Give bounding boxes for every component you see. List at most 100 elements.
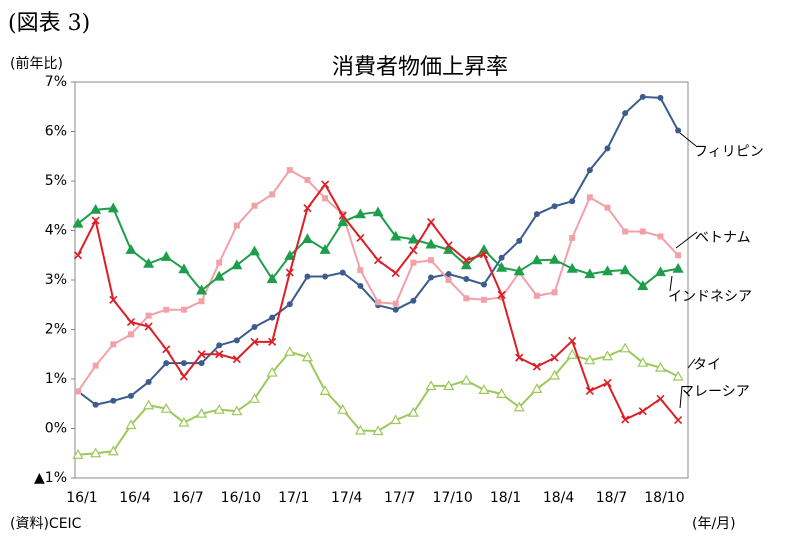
marker bbox=[196, 407, 208, 418]
marker bbox=[619, 342, 631, 353]
marker bbox=[462, 256, 471, 265]
marker bbox=[373, 256, 383, 265]
x-tick-label: 18/10 bbox=[644, 490, 684, 506]
marker bbox=[443, 244, 455, 254]
marker bbox=[216, 259, 223, 266]
marker bbox=[639, 228, 646, 235]
y-tick-label: 3% bbox=[45, 272, 67, 288]
marker bbox=[498, 254, 505, 261]
marker bbox=[357, 267, 364, 274]
label-pointer bbox=[675, 231, 698, 249]
x-tick-label: 17/7 bbox=[384, 490, 415, 506]
x-tick-label: 16/10 bbox=[221, 490, 261, 506]
marker bbox=[127, 331, 134, 338]
marker bbox=[213, 270, 225, 281]
marker bbox=[391, 269, 400, 278]
marker bbox=[337, 403, 349, 414]
marker bbox=[392, 306, 399, 313]
marker bbox=[354, 424, 366, 435]
marker bbox=[266, 273, 278, 284]
marker bbox=[90, 447, 102, 458]
marker bbox=[339, 269, 346, 276]
marker bbox=[215, 350, 224, 359]
marker bbox=[585, 386, 594, 395]
y-axis-label: (前年比) bbox=[10, 55, 63, 72]
marker bbox=[248, 393, 261, 403]
marker bbox=[463, 295, 470, 302]
marker bbox=[180, 306, 187, 313]
marker bbox=[569, 234, 576, 241]
x-tick-label: 18/1 bbox=[490, 490, 521, 506]
marker bbox=[145, 312, 152, 319]
marker bbox=[637, 280, 649, 291]
marker bbox=[675, 127, 682, 134]
marker bbox=[675, 252, 682, 259]
marker bbox=[266, 366, 278, 377]
y-tick-label: 2% bbox=[45, 322, 67, 338]
marker bbox=[551, 289, 558, 296]
marker bbox=[90, 203, 102, 214]
marker bbox=[480, 281, 487, 288]
marker bbox=[321, 180, 330, 189]
marker bbox=[551, 203, 558, 210]
series-label: マレーシア bbox=[680, 384, 750, 400]
marker bbox=[372, 206, 384, 217]
marker bbox=[533, 292, 540, 299]
marker bbox=[322, 273, 329, 280]
marker bbox=[231, 405, 243, 416]
y-tick-label: 7% bbox=[45, 74, 67, 90]
marker bbox=[127, 392, 134, 399]
marker bbox=[319, 385, 331, 395]
label-pointer bbox=[669, 275, 673, 292]
marker bbox=[248, 245, 261, 256]
marker bbox=[407, 406, 419, 417]
marker bbox=[319, 244, 331, 254]
marker bbox=[91, 216, 100, 225]
marker bbox=[407, 233, 419, 244]
series-label: ベトナム bbox=[695, 230, 751, 246]
marker bbox=[390, 230, 402, 241]
marker bbox=[410, 259, 417, 266]
marker bbox=[409, 246, 418, 255]
y-tick-label: 4% bbox=[45, 223, 67, 239]
marker bbox=[566, 349, 578, 359]
marker bbox=[672, 262, 684, 273]
marker bbox=[443, 380, 455, 391]
marker bbox=[638, 407, 647, 416]
marker bbox=[213, 403, 225, 414]
marker bbox=[497, 290, 506, 299]
marker bbox=[619, 264, 631, 275]
marker bbox=[601, 265, 614, 276]
series-label: インドネシア bbox=[668, 289, 752, 305]
marker bbox=[622, 110, 629, 117]
marker bbox=[322, 195, 329, 202]
marker bbox=[126, 318, 136, 327]
marker bbox=[460, 259, 472, 270]
marker bbox=[304, 273, 311, 280]
marker bbox=[110, 341, 117, 348]
marker bbox=[75, 388, 81, 395]
marker bbox=[178, 416, 190, 427]
marker bbox=[284, 346, 296, 356]
marker bbox=[601, 350, 614, 361]
marker bbox=[160, 402, 172, 413]
marker bbox=[656, 394, 665, 403]
marker bbox=[143, 257, 155, 268]
x-tick-label: 16/4 bbox=[119, 490, 151, 506]
y-tick-label: 0% bbox=[45, 421, 67, 437]
marker bbox=[515, 353, 524, 362]
marker bbox=[460, 374, 472, 385]
marker bbox=[426, 218, 436, 227]
marker bbox=[125, 419, 137, 430]
marker bbox=[303, 204, 312, 213]
marker bbox=[445, 271, 452, 278]
x-tick-label: 17/4 bbox=[331, 490, 363, 506]
marker bbox=[92, 401, 99, 408]
marker bbox=[657, 233, 664, 240]
marker bbox=[179, 372, 188, 381]
series-label: タイ bbox=[693, 357, 721, 373]
x-tick-label: 16/7 bbox=[172, 490, 203, 506]
label-pointer bbox=[679, 132, 697, 147]
marker bbox=[479, 250, 489, 259]
marker bbox=[269, 314, 276, 321]
